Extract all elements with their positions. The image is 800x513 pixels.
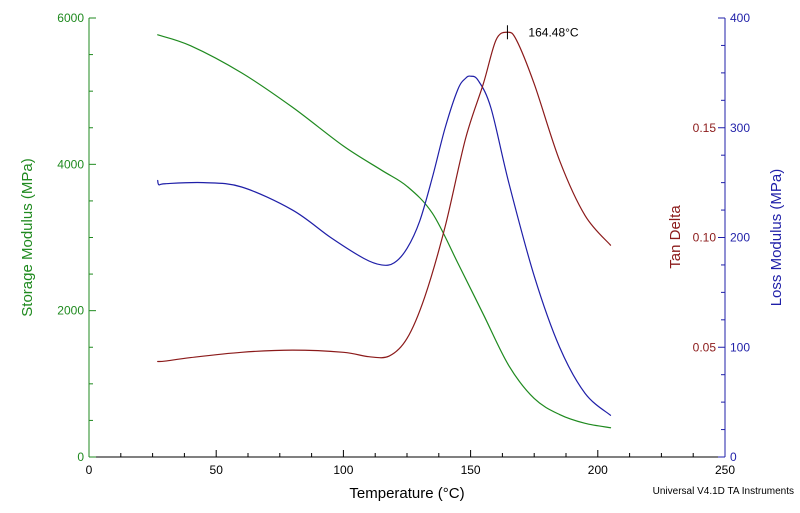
series-line-storage (157, 34, 612, 429)
storage-tick-label: 4000 (57, 157, 84, 171)
x-axis-title: Temperature (°C) (349, 485, 464, 502)
x-tick-label: 150 (461, 463, 481, 477)
loss-axis-title: Loss Modulus (MPa) (768, 169, 785, 307)
x-tick-label: 0 (86, 463, 93, 477)
loss-tick-label: 400 (730, 11, 750, 25)
annotation-layer: 164.48°C (506, 25, 579, 40)
loss-tick-label: 300 (730, 121, 750, 135)
storage-tick-label: 0 (77, 450, 84, 464)
instrument-footer: Universal V4.1D TA Instruments (652, 486, 794, 497)
x-tick-label: 50 (210, 463, 224, 477)
peak-label: 164.48°C (528, 25, 579, 39)
tan-tick-label: 0.05 (693, 340, 717, 354)
tan-tick-label: 0.10 (693, 231, 717, 245)
storage-axis-title: Storage Modulus (MPa) (19, 158, 36, 316)
series-line-loss (157, 75, 612, 416)
storage-tick-label: 6000 (57, 11, 84, 25)
series-line-tan (157, 31, 612, 363)
series-layer (157, 31, 612, 429)
loss-tick-label: 0 (730, 450, 737, 464)
tan-axis-title: Tan Delta (667, 205, 684, 269)
loss-tick-label: 200 (730, 231, 750, 245)
x-tick-label: 200 (588, 463, 608, 477)
storage-tick-label: 2000 (57, 304, 84, 318)
loss-tick-label: 100 (730, 340, 750, 354)
x-tick-label: 100 (333, 463, 353, 477)
x-tick-label: 250 (715, 463, 735, 477)
tan-tick-label: 0.15 (693, 121, 717, 135)
